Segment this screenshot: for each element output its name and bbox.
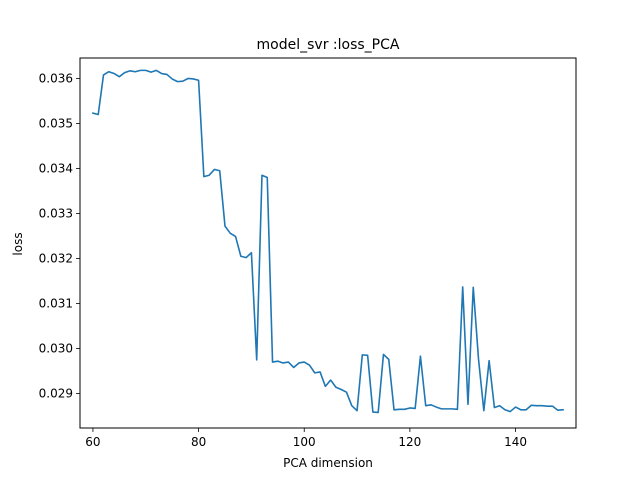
x-axis-label: PCA dimension [283, 456, 373, 470]
y-tick-label: 0.030 [39, 342, 73, 356]
plot-frame [79, 57, 577, 429]
series-layer [91, 69, 564, 414]
y-axis-label: loss [11, 232, 25, 255]
y-tick-label: 0.034 [39, 162, 73, 176]
x-tick-label: 80 [191, 435, 206, 449]
chart-title: model_svr :loss_PCA [257, 37, 400, 53]
y-tick-label: 0.033 [39, 207, 73, 221]
ticks-layer: 60 80 100 120 140 0.029 0.030 0.031 0.032 0.033 0.… [39, 71, 527, 449]
y-tick-label: 0.029 [39, 387, 73, 401]
x-tick-label: 120 [398, 435, 421, 449]
x-tick-label: 100 [293, 435, 316, 449]
y-tick-label: 0.036 [39, 71, 73, 85]
y-tick-label: 0.031 [39, 297, 73, 311]
y-tick-label: 0.032 [39, 252, 73, 266]
x-tick-label: 140 [504, 435, 527, 449]
series-line [91, 69, 564, 414]
x-tick-label: 60 [85, 435, 100, 449]
y-tick-label: 0.035 [39, 116, 73, 130]
